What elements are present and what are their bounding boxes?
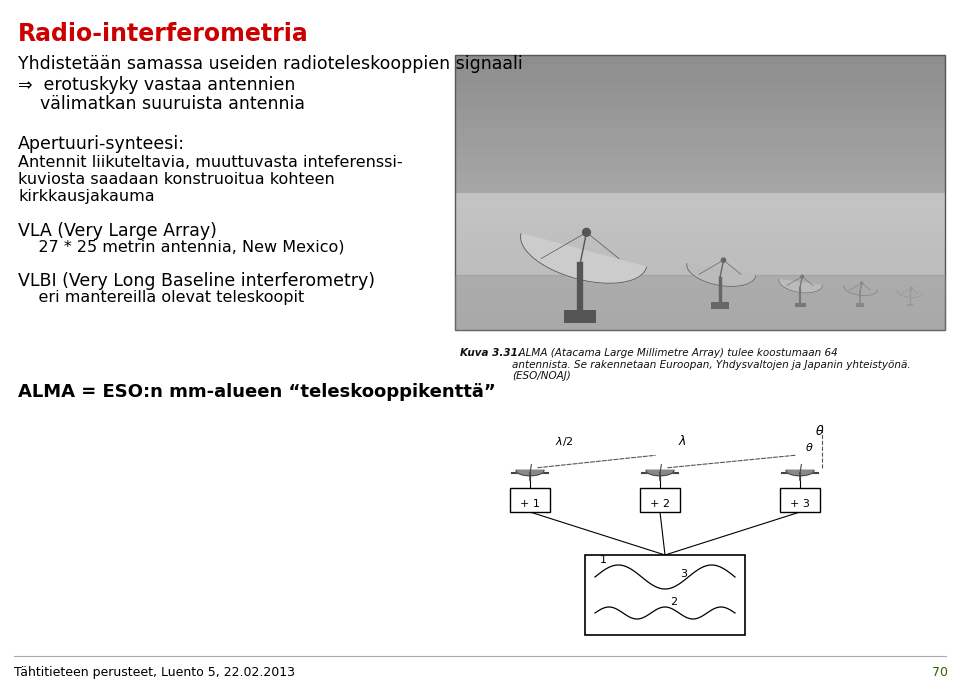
Bar bbox=[455, 101, 945, 110]
Bar bbox=[455, 64, 945, 74]
Bar bbox=[455, 238, 945, 247]
Bar bbox=[640, 488, 680, 512]
Polygon shape bbox=[898, 291, 924, 298]
Bar bbox=[455, 183, 945, 193]
Bar bbox=[455, 284, 945, 294]
Bar bbox=[455, 247, 945, 257]
Bar bbox=[455, 174, 945, 183]
Polygon shape bbox=[786, 470, 814, 476]
Bar bbox=[455, 257, 945, 266]
Polygon shape bbox=[779, 279, 823, 293]
Bar bbox=[455, 119, 945, 128]
Bar bbox=[585, 555, 745, 635]
Text: 1: 1 bbox=[600, 555, 607, 565]
Polygon shape bbox=[520, 234, 647, 283]
Bar bbox=[455, 321, 945, 330]
Bar bbox=[455, 294, 945, 302]
Text: eri mantereilla olevat teleskoopit: eri mantereilla olevat teleskoopit bbox=[18, 290, 304, 305]
Text: 70: 70 bbox=[932, 666, 948, 679]
Bar bbox=[455, 193, 945, 202]
Bar bbox=[455, 312, 945, 321]
Text: Antennit liikuteltavia, muuttuvasta inteferenssi-: Antennit liikuteltavia, muuttuvasta inte… bbox=[18, 155, 402, 170]
Bar bbox=[455, 220, 945, 229]
Circle shape bbox=[801, 275, 804, 278]
Text: 3: 3 bbox=[680, 569, 687, 579]
Text: ALMA (Atacama Large Millimetre Array) tulee koostumaan 64
antennista. Se rakenne: ALMA (Atacama Large Millimetre Array) tu… bbox=[512, 348, 911, 381]
Circle shape bbox=[861, 282, 863, 284]
Text: $\lambda$: $\lambda$ bbox=[678, 434, 686, 448]
Bar bbox=[455, 138, 945, 146]
Text: ALMA = ESO:n mm-alueen “teleskooppikenttä”: ALMA = ESO:n mm-alueen “teleskooppikentt… bbox=[18, 383, 495, 401]
Bar bbox=[907, 304, 913, 306]
Circle shape bbox=[910, 287, 912, 289]
Bar bbox=[455, 55, 945, 64]
Bar bbox=[455, 266, 945, 275]
Text: $\theta$: $\theta$ bbox=[815, 424, 825, 438]
Text: 2: 2 bbox=[670, 597, 677, 607]
Bar bbox=[455, 110, 945, 119]
Bar bbox=[455, 275, 945, 284]
Bar bbox=[455, 229, 945, 238]
Bar bbox=[564, 310, 596, 323]
Text: + 1: + 1 bbox=[520, 499, 540, 509]
Text: Apertuuri-synteesi:: Apertuuri-synteesi: bbox=[18, 135, 185, 153]
Bar bbox=[455, 156, 945, 165]
Polygon shape bbox=[844, 285, 877, 296]
Bar bbox=[455, 302, 945, 312]
Polygon shape bbox=[516, 470, 544, 476]
Bar bbox=[455, 211, 945, 220]
Bar bbox=[455, 146, 945, 156]
Circle shape bbox=[721, 258, 726, 262]
Bar bbox=[795, 303, 805, 307]
Text: kirkkausjakauma: kirkkausjakauma bbox=[18, 189, 155, 204]
Text: VLBI (Very Long Baseline interferometry): VLBI (Very Long Baseline interferometry) bbox=[18, 272, 375, 290]
Text: VLA (Very Large Array): VLA (Very Large Array) bbox=[18, 222, 217, 240]
Bar bbox=[455, 128, 945, 138]
Text: $\theta$: $\theta$ bbox=[805, 441, 813, 453]
Text: Kuva 3.31.: Kuva 3.31. bbox=[460, 348, 522, 358]
Bar bbox=[455, 165, 945, 174]
Text: $\lambda/2$: $\lambda/2$ bbox=[555, 435, 573, 448]
Circle shape bbox=[583, 228, 590, 236]
Text: Radio-interferometria: Radio-interferometria bbox=[18, 22, 309, 46]
Polygon shape bbox=[686, 264, 756, 287]
Text: + 3: + 3 bbox=[790, 499, 810, 509]
Bar bbox=[455, 202, 945, 211]
Text: kuviosta saadaan konstruoitua kohteen: kuviosta saadaan konstruoitua kohteen bbox=[18, 172, 335, 187]
Polygon shape bbox=[646, 470, 674, 476]
Bar bbox=[455, 55, 945, 330]
Bar bbox=[510, 488, 550, 512]
Bar bbox=[455, 74, 945, 82]
Text: Tähtitieteen perusteet, Luento 5, 22.02.2013: Tähtitieteen perusteet, Luento 5, 22.02.… bbox=[14, 666, 295, 679]
Text: Yhdistetään samassa useiden radioteleskooppien signaali: Yhdistetään samassa useiden radiotelesko… bbox=[18, 55, 523, 73]
Bar bbox=[711, 302, 729, 309]
Bar bbox=[455, 82, 945, 92]
Bar bbox=[455, 92, 945, 101]
Text: 27 * 25 metrin antennia, New Mexico): 27 * 25 metrin antennia, New Mexico) bbox=[18, 240, 345, 255]
Bar bbox=[855, 304, 864, 307]
Text: + 2: + 2 bbox=[650, 499, 670, 509]
Text: ⇒  erotuskyky vastaa antennien: ⇒ erotuskyky vastaa antennien bbox=[18, 76, 296, 94]
Text: välimatkan suuruista antennia: välimatkan suuruista antennia bbox=[18, 95, 305, 113]
Bar bbox=[780, 488, 820, 512]
